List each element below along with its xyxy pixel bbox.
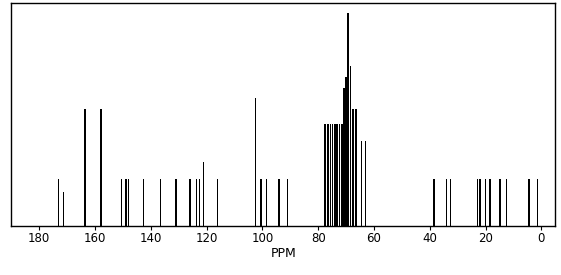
Bar bbox=[175, 179, 177, 225]
Bar bbox=[260, 179, 261, 225]
Bar bbox=[352, 109, 354, 226]
Bar bbox=[479, 179, 481, 225]
Bar bbox=[63, 192, 65, 226]
Bar bbox=[327, 124, 329, 226]
Bar bbox=[287, 179, 288, 225]
Bar bbox=[489, 179, 490, 225]
Bar bbox=[528, 179, 530, 225]
Bar bbox=[217, 179, 218, 225]
Bar bbox=[506, 179, 507, 225]
Bar bbox=[347, 13, 349, 225]
Bar bbox=[100, 109, 102, 226]
Bar bbox=[476, 179, 478, 225]
Bar bbox=[189, 179, 191, 225]
X-axis label: PPM: PPM bbox=[270, 247, 296, 260]
Bar bbox=[334, 124, 335, 226]
Bar bbox=[196, 179, 197, 225]
Bar bbox=[121, 179, 122, 225]
Bar bbox=[339, 124, 341, 226]
Bar bbox=[361, 141, 362, 226]
Bar bbox=[128, 179, 129, 225]
Bar bbox=[341, 124, 343, 226]
Bar bbox=[58, 179, 59, 225]
Bar bbox=[278, 179, 280, 225]
Bar bbox=[499, 179, 501, 225]
Bar bbox=[446, 179, 447, 225]
Bar bbox=[332, 124, 333, 226]
Bar bbox=[433, 179, 435, 225]
Bar bbox=[343, 88, 344, 226]
Bar bbox=[126, 179, 127, 225]
Bar bbox=[330, 124, 332, 226]
Bar bbox=[346, 77, 347, 226]
Bar bbox=[450, 179, 452, 225]
Bar bbox=[160, 179, 161, 225]
Bar bbox=[266, 179, 267, 225]
Bar bbox=[350, 66, 351, 226]
Bar bbox=[203, 162, 204, 226]
Bar bbox=[337, 124, 338, 226]
Bar bbox=[536, 179, 538, 225]
Bar bbox=[85, 109, 86, 226]
Bar bbox=[255, 98, 256, 226]
Bar bbox=[324, 124, 326, 226]
Bar bbox=[365, 141, 366, 226]
Bar bbox=[199, 179, 200, 225]
Bar bbox=[143, 179, 145, 225]
Bar bbox=[355, 109, 357, 226]
Bar bbox=[485, 179, 486, 225]
